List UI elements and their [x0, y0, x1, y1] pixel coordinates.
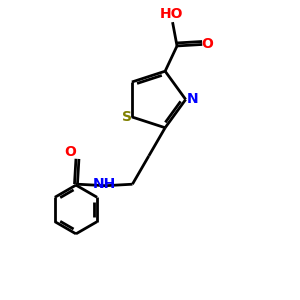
Text: O: O — [202, 38, 214, 52]
Text: S: S — [122, 110, 131, 124]
Text: N: N — [186, 92, 198, 106]
Text: HO: HO — [159, 7, 183, 21]
Text: O: O — [65, 146, 76, 159]
Text: NH: NH — [93, 177, 116, 191]
